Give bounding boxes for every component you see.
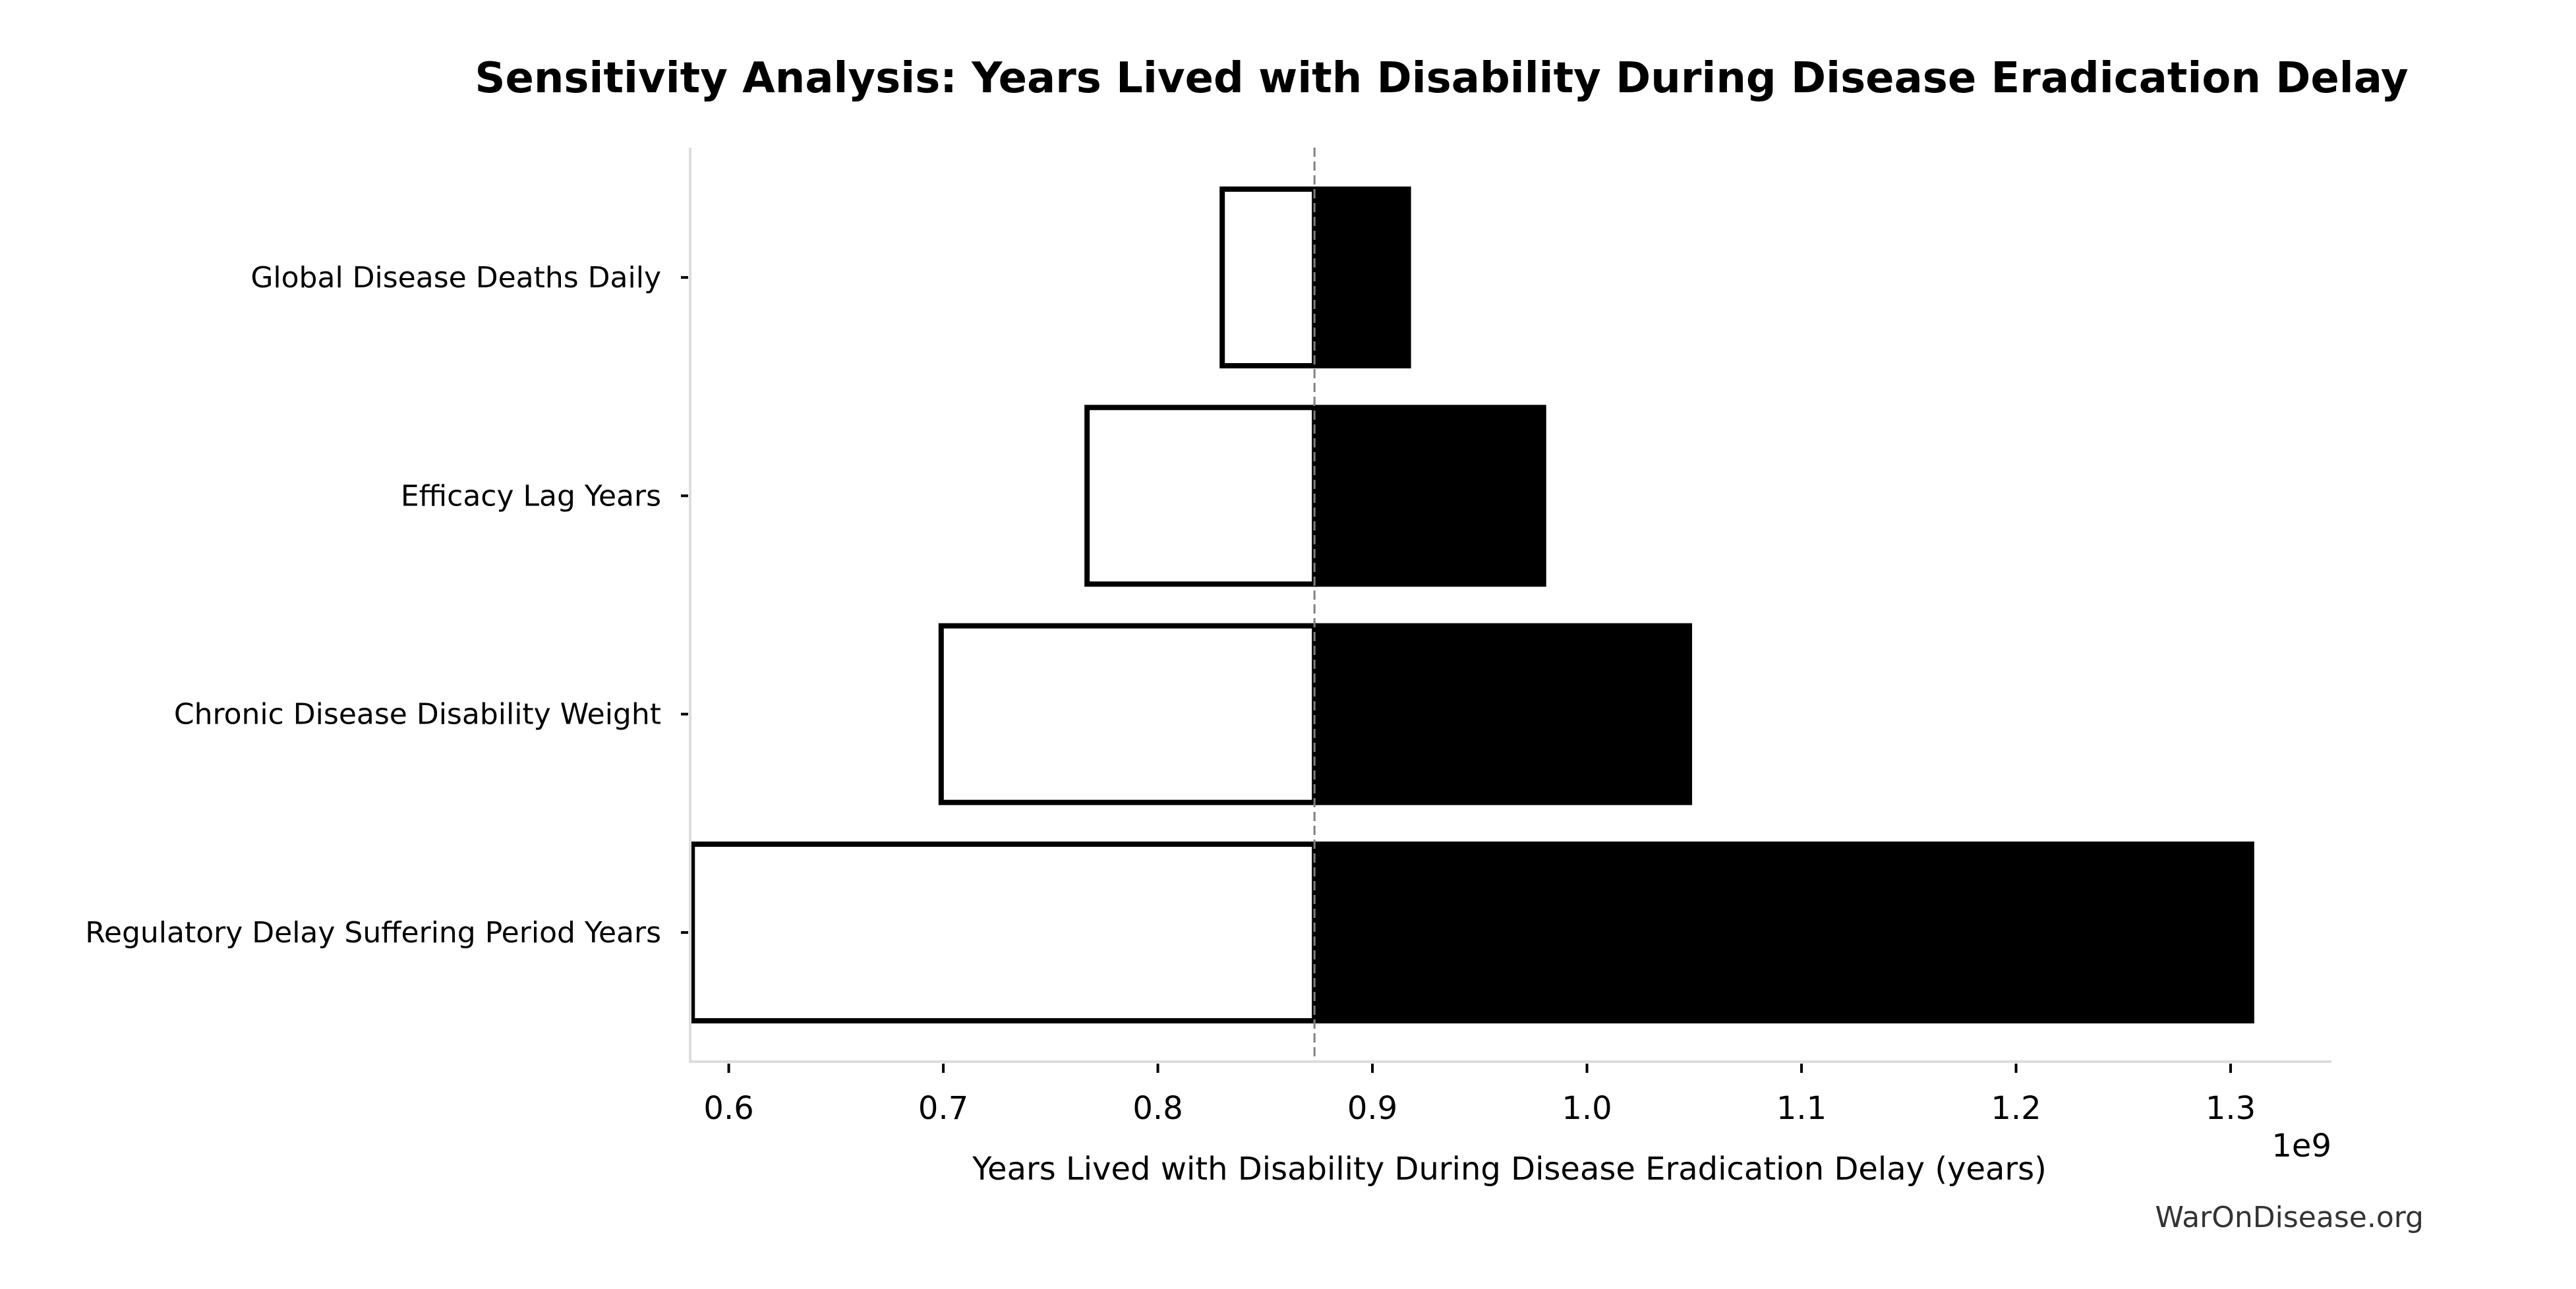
bar-high-2 xyxy=(1314,623,1693,805)
bar-low-1 xyxy=(1084,405,1318,587)
y-tick-label: Regulatory Delay Suffering Period Years xyxy=(85,916,661,950)
x-axis-offset-label: 1e9 xyxy=(2271,1128,2331,1164)
x-tick-label: 1.1 xyxy=(1776,1090,1827,1127)
chart-title: Sensitivity Analysis: Years Lived with D… xyxy=(475,54,2408,103)
x-tick-label: 1.2 xyxy=(1991,1090,2041,1127)
bar-high-0 xyxy=(1314,186,1411,368)
bar-low-2 xyxy=(938,623,1318,805)
x-tick-label: 1.3 xyxy=(2206,1090,2256,1127)
y-axis-ticks: Global Disease Deaths Daily Efficacy Lag … xyxy=(85,261,688,950)
bar-low-3 xyxy=(690,842,1318,1023)
bar-high-3 xyxy=(1314,842,2254,1023)
x-tick-label: 0.7 xyxy=(918,1090,968,1127)
y-tick-label: Efficacy Lag Years xyxy=(401,479,661,513)
y-tick-label: Global Disease Deaths Daily xyxy=(250,261,661,295)
x-tick-label: 0.6 xyxy=(703,1090,753,1127)
x-axis-ticks: 0.6 0.7 0.8 0.9 1.0 1.1 1.2 1.3 xyxy=(703,1064,2256,1127)
y-tick-label: Chronic Disease Disability Weight xyxy=(174,698,661,731)
bar-high-1 xyxy=(1314,405,1546,587)
watermark: WarOnDisease.org xyxy=(2155,1201,2424,1234)
bar-low-0 xyxy=(1219,186,1318,368)
x-tick-label: 1.0 xyxy=(1562,1090,1612,1127)
x-tick-label: 0.8 xyxy=(1132,1090,1183,1127)
x-axis-label: Years Lived with Disability During Disea… xyxy=(972,1151,2047,1188)
x-tick-label: 0.9 xyxy=(1347,1090,1397,1127)
bars-layer xyxy=(690,186,2254,1023)
